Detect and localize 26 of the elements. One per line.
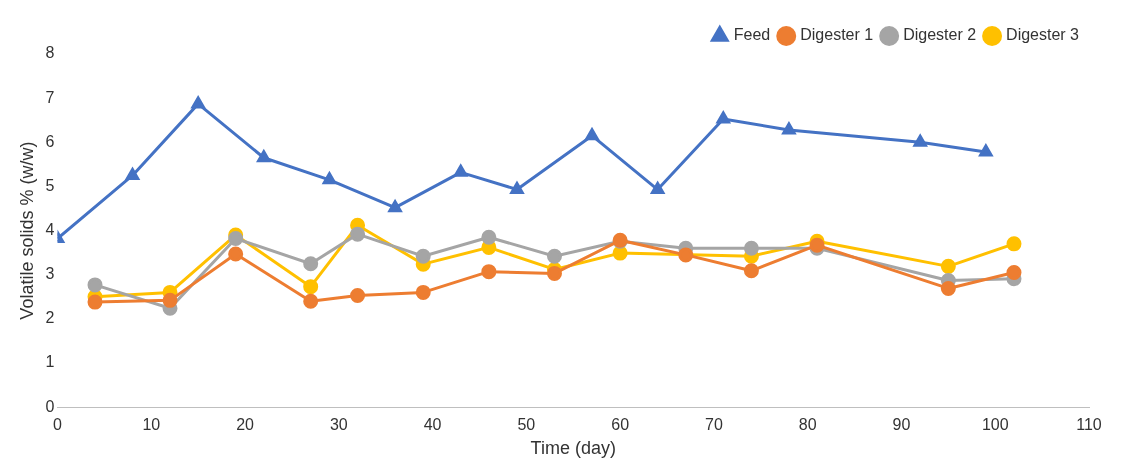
y-axis-title: Volatile solids % (w/w) [16, 141, 37, 320]
y-tick-label: 6 [45, 132, 55, 150]
x-tick-label: 110 [1076, 416, 1102, 434]
x-tick-label: 10 [142, 416, 161, 434]
legend-label: Feed [733, 26, 771, 44]
y-tick-label: 5 [45, 176, 55, 194]
x-axis-title: Time (day) [530, 438, 616, 459]
legend-label: Digester 1 [800, 26, 874, 44]
y-tick-label: 2 [45, 309, 55, 327]
y-tick-label: 3 [45, 265, 55, 283]
x-tick-label: 100 [981, 416, 1009, 434]
y-tick-label: 4 [45, 221, 55, 239]
x-tick-label: 70 [705, 416, 723, 434]
x-tick-label: 60 [611, 416, 630, 434]
y-tick-label: 0 [45, 397, 55, 415]
y-tick-label: 7 [45, 88, 55, 106]
x-tick-label: 90 [892, 416, 911, 434]
x-tick-label: 80 [798, 416, 817, 434]
y-tick-label: 1 [45, 353, 55, 371]
x-tick-label: 40 [423, 416, 442, 434]
x-tick-label: 20 [236, 416, 255, 434]
y-tick-label: 8 [45, 44, 55, 62]
legend-label: Digester 2 [903, 26, 977, 44]
x-tick-label: 30 [329, 416, 348, 434]
x-tick-label: 50 [517, 416, 536, 434]
legend-label: Digester 3 [1006, 26, 1080, 44]
